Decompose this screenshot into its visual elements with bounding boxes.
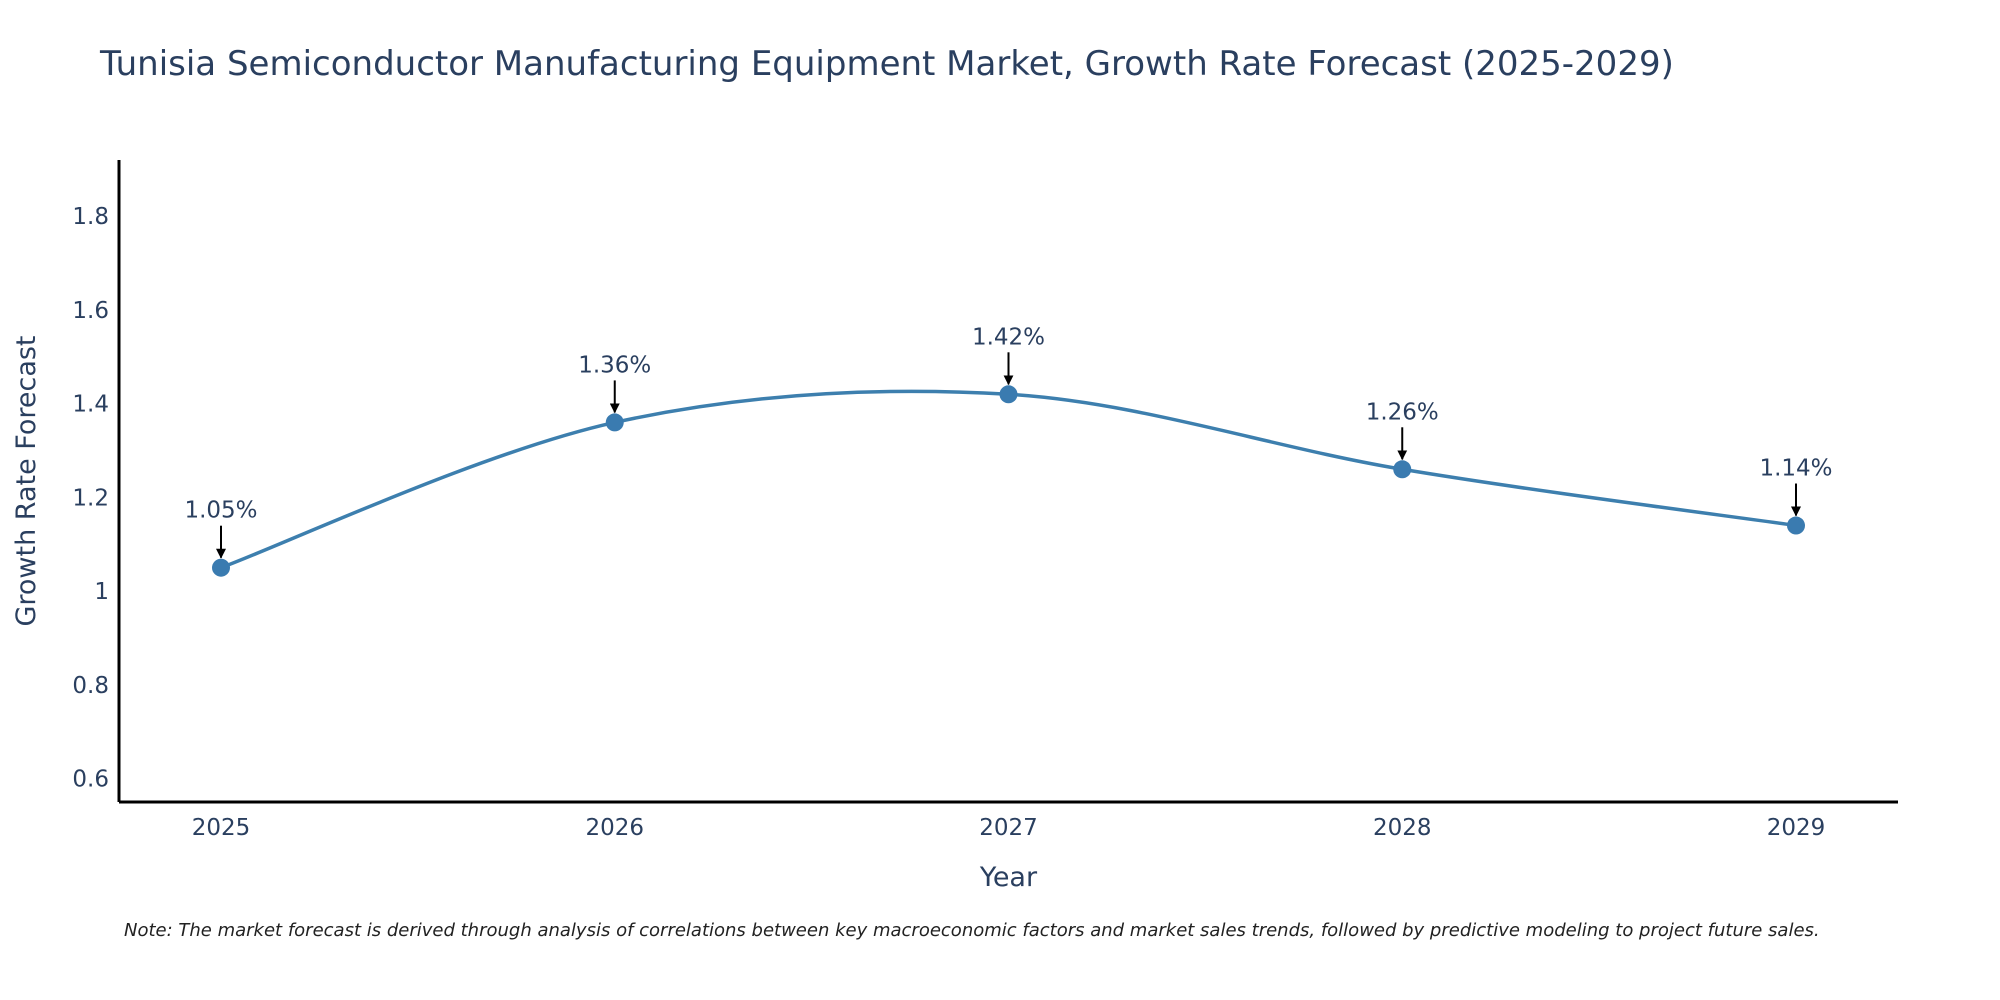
y-axis-title: Growth Rate Forecast [11, 335, 42, 626]
y-tick-label: 1.4 [72, 392, 109, 418]
data-point [1787, 516, 1805, 535]
data-point [605, 413, 624, 432]
y-tick-label: 1.2 [72, 485, 109, 511]
y-tick-label: 1.8 [72, 204, 109, 230]
chart-title: Tunisia Semiconductor Manufacturing Equi… [100, 44, 1674, 84]
y-tick-label: 1.6 [72, 298, 109, 324]
data-label: 1.14% [1759, 456, 1832, 482]
data-label: 1.36% [578, 352, 651, 378]
data-point [212, 558, 230, 577]
y-tick-label: 0.6 [72, 767, 109, 793]
data-point [999, 385, 1018, 404]
data-label: 1.26% [1366, 399, 1439, 425]
y-tick-label: 0.8 [72, 673, 109, 699]
x-axis-title: Year [979, 862, 1038, 893]
y-tick-label: 1 [94, 579, 109, 605]
x-tick-label: 2027 [979, 815, 1038, 841]
x-tick-label: 2026 [585, 815, 644, 841]
x-tick-label: 2025 [192, 815, 251, 841]
series-line [220, 389, 1797, 570]
x-tick-label: 2028 [1373, 815, 1432, 841]
x-tick-label: 2029 [1767, 815, 1826, 841]
data-label: 1.42% [972, 324, 1045, 350]
data-point [1393, 460, 1412, 479]
footnote: Note: The market forecast is derived thr… [124, 920, 1820, 941]
data-label: 1.05% [184, 498, 257, 524]
